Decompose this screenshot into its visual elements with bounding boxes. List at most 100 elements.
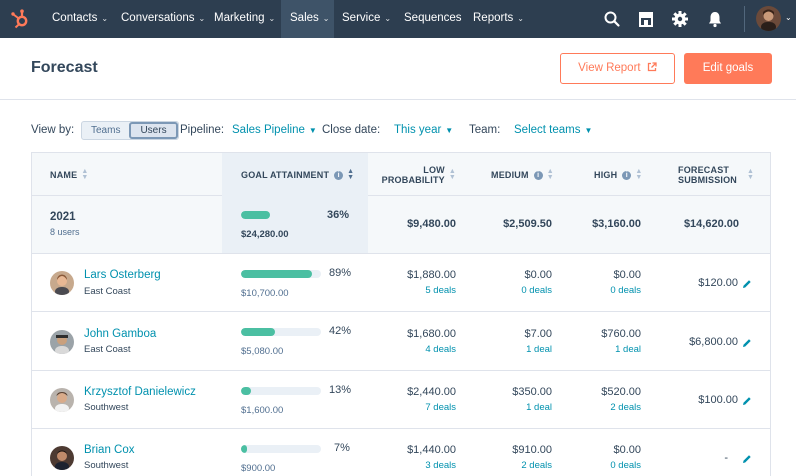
edit-pencil-icon[interactable] xyxy=(742,279,752,289)
caret-down-icon: ▼ xyxy=(584,126,593,135)
high-deals-link[interactable]: 2 deals xyxy=(610,402,641,413)
total-low: $9,480.00 xyxy=(407,218,456,230)
account-avatar[interactable] xyxy=(756,6,781,31)
marketplace-icon[interactable] xyxy=(636,9,656,29)
sort-icon: ▲ ▼ xyxy=(546,168,554,181)
view-by-users[interactable]: Users xyxy=(129,122,178,139)
team-dropdown[interactable]: Select teams ▼ xyxy=(514,124,593,136)
table-row: Lars Osterberg East Coast 89% $10,700.00… xyxy=(32,254,770,312)
nav-sales[interactable]: Sales ⌄ xyxy=(281,0,334,38)
user-name-link[interactable]: Brian Cox xyxy=(84,444,135,456)
nav-divider xyxy=(744,6,745,32)
goal-progress-fill xyxy=(241,328,275,336)
external-link-icon xyxy=(647,62,657,72)
low-deals-link[interactable]: 7 deals xyxy=(425,402,456,413)
forecast-value: - xyxy=(724,452,728,464)
column-goal-attainment[interactable]: GOAL ATTAINMENT i ▲ ▼ xyxy=(222,153,368,197)
chevron-down-icon: ⌄ xyxy=(268,14,276,23)
user-name-link[interactable]: Lars Osterberg xyxy=(84,269,161,281)
goal-percent: 36% xyxy=(327,209,350,221)
goal-amount: $24,280.00 xyxy=(241,229,289,240)
sort-icon: ▲ ▼ xyxy=(81,168,89,181)
goal-progress-bar xyxy=(241,445,321,453)
user-name-link[interactable]: Krzysztof Danielewicz xyxy=(84,386,196,398)
column-name[interactable]: NAME ▲ ▼ xyxy=(50,168,89,181)
nav-reports[interactable]: Reports ⌄ xyxy=(473,12,524,24)
forecast-value: $6,800.00 xyxy=(689,336,738,348)
goal-progress-bar xyxy=(241,387,321,395)
close-date-dropdown[interactable]: This year ▼ xyxy=(394,124,454,136)
low-deals-link[interactable]: 4 deals xyxy=(425,344,456,355)
goal-percent: 42% xyxy=(329,325,352,337)
nav-marketing[interactable]: Marketing ⌄ xyxy=(214,12,276,24)
goal-progress-fill xyxy=(241,211,270,219)
medium-deals-link[interactable]: 1 deal xyxy=(526,402,552,413)
table-row: John Gamboa East Coast 42% $5,080.00 $1,… xyxy=(32,312,770,371)
medium-deals-link[interactable]: 0 deals xyxy=(521,285,552,296)
close-date-label: Close date: xyxy=(322,124,381,136)
edit-pencil-icon[interactable] xyxy=(742,338,752,348)
low-value: $1,680.00 xyxy=(407,328,456,340)
info-icon[interactable]: i xyxy=(334,170,344,180)
hubspot-logo-icon[interactable] xyxy=(9,8,31,30)
goal-amount: $5,080.00 xyxy=(241,346,284,357)
user-team: East Coast xyxy=(84,286,131,297)
goal-amount: $1,600.00 xyxy=(241,405,284,416)
total-forecast: $14,620.00 xyxy=(683,218,739,230)
avatar xyxy=(50,446,74,470)
high-value: $760.00 xyxy=(601,328,641,340)
total-high: $3,160.00 xyxy=(592,218,641,230)
user-name-link[interactable]: John Gamboa xyxy=(84,328,157,340)
info-icon[interactable]: i xyxy=(533,170,543,180)
info-icon[interactable]: i xyxy=(622,170,632,180)
medium-deals-link[interactable]: 2 deals xyxy=(521,460,552,471)
edit-pencil-icon[interactable] xyxy=(742,396,752,406)
high-deals-link[interactable]: 0 deals xyxy=(610,285,641,296)
view-report-button[interactable]: View Report xyxy=(560,53,675,84)
high-deals-link[interactable]: 1 deal xyxy=(615,344,641,355)
goal-progress-fill xyxy=(241,387,252,395)
total-year: 2021 xyxy=(50,211,76,223)
goal-percent: 89% xyxy=(329,267,352,279)
user-team: East Coast xyxy=(84,344,131,355)
search-icon[interactable] xyxy=(602,9,622,29)
column-high[interactable]: HIGH i ▲ ▼ xyxy=(594,168,643,181)
edit-goals-button[interactable]: Edit goals xyxy=(684,53,772,84)
table-row: Krzysztof Danielewicz Southwest 13% $1,6… xyxy=(32,371,770,429)
nav-sequences[interactable]: Sequences xyxy=(404,12,462,24)
high-deals-link[interactable]: 0 deals xyxy=(610,460,641,471)
filter-bar: View by: Teams Users Pipeline: Sales Pip… xyxy=(0,118,796,144)
pipeline-dropdown[interactable]: Sales Pipeline ▼ xyxy=(232,124,317,136)
high-value: $0.00 xyxy=(613,444,641,456)
chevron-down-icon[interactable]: ⌄ xyxy=(785,13,792,22)
nav-conversations[interactable]: Conversations ⌄ xyxy=(121,12,206,24)
goal-amount: $10,700.00 xyxy=(241,288,289,299)
goal-progress-fill xyxy=(241,445,247,453)
settings-icon[interactable] xyxy=(670,9,690,29)
notifications-icon[interactable] xyxy=(705,9,725,29)
nav-contacts[interactable]: Contacts ⌄ xyxy=(52,12,109,24)
high-value: $520.00 xyxy=(601,386,641,398)
pipeline-label: Pipeline: xyxy=(180,124,225,136)
total-row: 2021 8 users 36% $24,280.00 $9,480.00 $2… xyxy=(32,196,770,254)
medium-deals-link[interactable]: 1 deal xyxy=(526,344,552,355)
edit-pencil-icon[interactable] xyxy=(742,454,752,464)
sort-descending-icon: ▲ ▼ xyxy=(347,168,355,181)
view-by-teams[interactable]: Teams xyxy=(91,125,121,136)
chevron-down-icon: ⌄ xyxy=(517,14,524,23)
goal-progress-bar xyxy=(241,211,321,219)
view-by-toggle: Teams Users xyxy=(81,121,179,140)
column-forecast-submission[interactable]: FORECAST SUBMISSION ▲ ▼ xyxy=(678,165,755,185)
column-medium[interactable]: MEDIUM i ▲ ▼ xyxy=(491,168,554,181)
page-header: Forecast View Report Edit goals xyxy=(0,38,796,100)
goal-progress-fill xyxy=(241,270,313,278)
sort-icon: ▲ ▼ xyxy=(448,168,456,181)
goal-progress-bar xyxy=(241,270,321,278)
low-value: $1,880.00 xyxy=(407,269,456,281)
low-value: $1,440.00 xyxy=(407,444,456,456)
low-deals-link[interactable]: 5 deals xyxy=(425,285,456,296)
low-deals-link[interactable]: 3 deals xyxy=(425,460,456,471)
nav-service[interactable]: Service ⌄ xyxy=(342,12,392,24)
chevron-down-icon: ⌄ xyxy=(198,14,206,23)
column-low-probability[interactable]: LOW PROBABILITY ▲ ▼ xyxy=(381,165,456,185)
